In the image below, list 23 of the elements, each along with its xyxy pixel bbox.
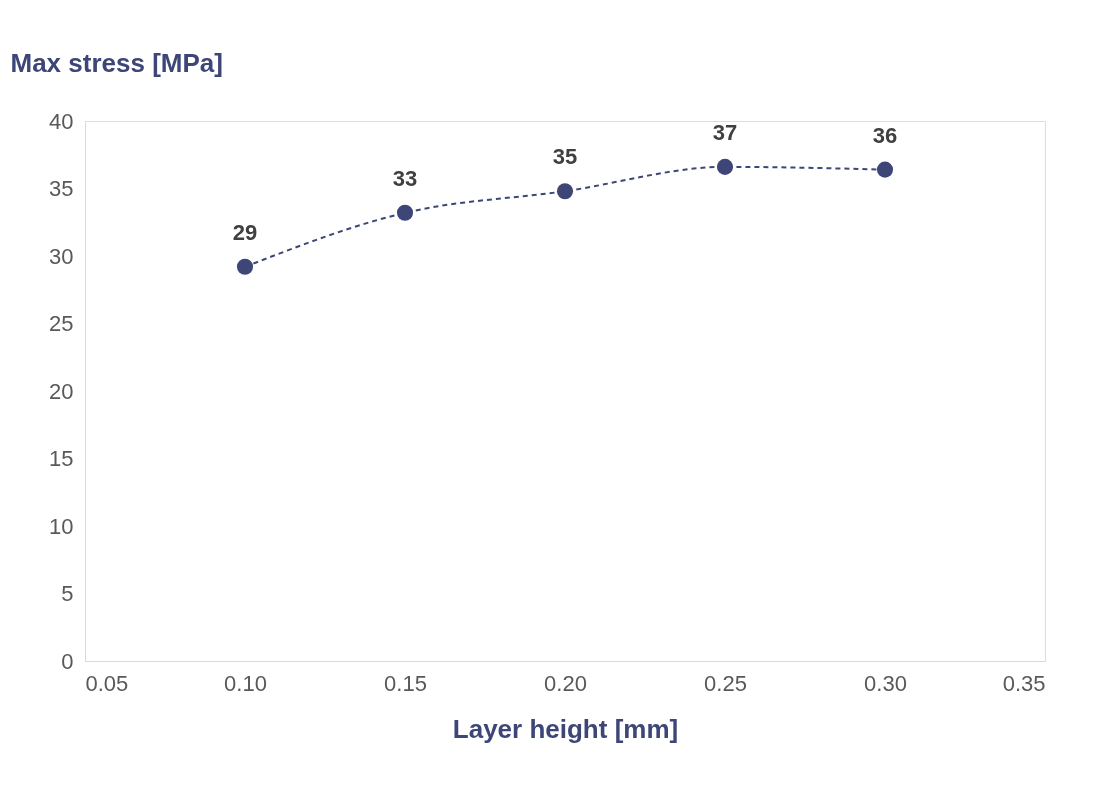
- x-tick-label: 0.05: [85, 670, 129, 696]
- data-label: 33: [392, 165, 418, 191]
- x-tick-label: 0.20: [544, 670, 587, 696]
- y-tick-label: 20: [49, 378, 74, 404]
- y-tick-label: 40: [49, 108, 74, 134]
- y-tick-label: 10: [49, 513, 74, 539]
- y-tick-label: 15: [49, 446, 74, 471]
- data-label: 35: [552, 144, 578, 170]
- x-tick-label: 0.10: [224, 670, 267, 696]
- y-tick-label: 0: [61, 648, 74, 674]
- x-tick-label: 0.30: [864, 670, 907, 696]
- y-axis-title: Max stress [MPa]: [10, 47, 223, 78]
- x-axis-title: Layer height [mm]: [452, 713, 679, 744]
- y-tick-label: 35: [49, 176, 74, 201]
- x-tick-label: 0.25: [704, 670, 747, 696]
- data-label: 29: [232, 219, 258, 245]
- y-tick-label: 30: [49, 243, 74, 269]
- x-tick-label: 0.35: [1002, 670, 1046, 696]
- x-tick-label: 0.15: [384, 670, 427, 696]
- y-tick-label: 25: [49, 311, 74, 336]
- data-label: 37: [712, 119, 738, 145]
- y-tick-label: 5: [61, 581, 74, 606]
- data-label: 36: [872, 122, 898, 148]
